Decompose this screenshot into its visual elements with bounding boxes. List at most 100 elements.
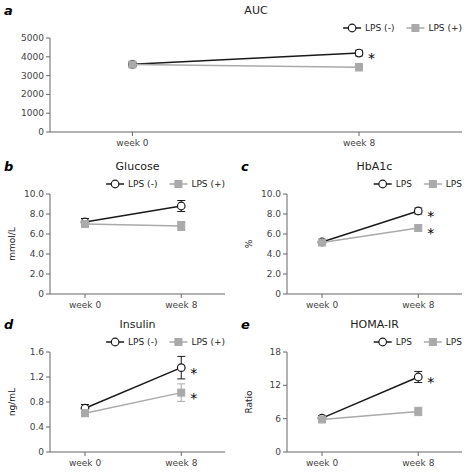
tick [283, 214, 287, 215]
error-bar [355, 63, 363, 71]
title: AUC [244, 4, 268, 17]
annotation: * [368, 50, 375, 66]
tick-label: week 0 [306, 300, 339, 310]
error-bar [177, 201, 185, 212]
tick [181, 294, 182, 298]
panel-label: c [241, 159, 249, 174]
tick-label: 6 [275, 414, 281, 424]
marker [177, 202, 185, 210]
marker [355, 49, 363, 57]
legend-label: LPS [446, 179, 462, 189]
axis-label: Ratio [244, 390, 254, 414]
tick-label: 6.0 [267, 229, 282, 239]
marker [177, 364, 185, 372]
tick [46, 452, 50, 453]
tick-label: 2.0 [30, 269, 45, 279]
plot-area [81, 356, 185, 416]
marker [348, 24, 356, 32]
annotation: * [427, 374, 434, 390]
x-axis: week 0week 8 [50, 294, 225, 310]
tick-label: 4.0 [267, 249, 282, 259]
tick [46, 377, 50, 378]
error-bar [414, 407, 422, 415]
marker [111, 180, 119, 188]
marker [356, 64, 363, 71]
axis-label: % [244, 239, 254, 248]
tick-label: 10.0 [24, 189, 44, 199]
line [132, 53, 359, 64]
annotation: * [190, 365, 197, 381]
x-axis: week 0week 8 [287, 452, 462, 468]
axis-line [50, 452, 225, 453]
marker [414, 207, 422, 215]
panel: aAUC010002000300040005000week 0week 8*LP… [4, 3, 462, 148]
marker [175, 339, 182, 346]
legend-label: LPS (+) [428, 23, 462, 33]
line [322, 411, 418, 419]
marker [379, 338, 387, 346]
title: HOMA-IR [350, 318, 399, 331]
tick [46, 94, 50, 95]
line [322, 228, 418, 243]
plot-area [318, 371, 422, 423]
tick-label: 0 [275, 447, 281, 457]
plot-area [81, 201, 185, 231]
annotation: * [427, 208, 434, 224]
x-axis: week 0 week 8 [287, 294, 462, 310]
error-bar [81, 222, 89, 227]
axis-line [287, 452, 462, 453]
x-axis: week 0week 8 [50, 132, 462, 148]
marker [318, 238, 326, 246]
marker [319, 416, 326, 423]
tick [85, 452, 86, 456]
title: Insulin [119, 318, 155, 331]
tick [283, 254, 287, 255]
legend: LPS (-)LPS (+) [106, 337, 225, 347]
tick-label: week 0 [306, 458, 339, 468]
tick [283, 418, 287, 419]
legend: LPS LPS [374, 337, 463, 347]
legend: LPS (-)LPS (+) [106, 179, 225, 189]
line [322, 211, 418, 242]
legend-item: LPS (+) [169, 337, 225, 347]
legend-item: LPS [424, 337, 462, 347]
series [318, 207, 422, 246]
tick [283, 194, 287, 195]
marker [175, 181, 182, 188]
tick [46, 75, 50, 76]
tick-label: week 8 [402, 300, 435, 310]
tick-label: 1.2 [30, 372, 44, 382]
marker [82, 410, 89, 417]
error-bar [414, 208, 422, 214]
tick [46, 38, 50, 39]
tick-label: 1.6 [30, 347, 45, 357]
tick [46, 274, 50, 275]
marker [82, 221, 89, 228]
axis-line [287, 194, 288, 294]
tick-label: 2.0 [267, 269, 282, 279]
plot-area [128, 49, 363, 71]
tick-label: 18 [270, 347, 282, 357]
tick-label: 0.4 [30, 422, 45, 432]
tick-label: 3000 [21, 71, 44, 81]
plot-area [318, 207, 422, 246]
marker [178, 389, 185, 396]
series [81, 384, 185, 417]
tick [46, 294, 50, 295]
panel: cHbA1c%02.04.06.08.010.0week 0week 8**LP… [241, 159, 462, 310]
axis-line [50, 294, 225, 295]
series [128, 49, 363, 68]
line [85, 224, 181, 226]
panel: eHOMA-IRRatio061218week 0week 8*LPSLPS [241, 317, 462, 468]
panel-label: d [4, 317, 14, 332]
tick [46, 427, 50, 428]
tick [46, 113, 50, 114]
tick [46, 402, 50, 403]
series [318, 225, 422, 247]
tick [46, 194, 50, 195]
y-axis: 00.40.81.21.6 [30, 347, 50, 457]
y-axis: 061218 [270, 347, 287, 457]
error-bar [355, 50, 363, 56]
legend-item: LPS [374, 337, 412, 347]
tick [46, 214, 50, 215]
